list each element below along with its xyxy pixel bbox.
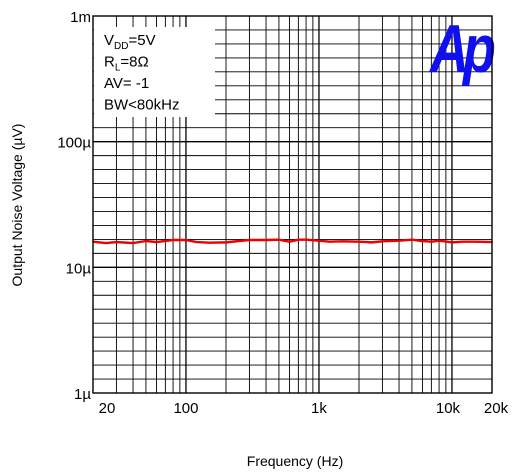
data-point (370, 241, 373, 244)
x-tick-label: 20k (484, 400, 509, 417)
data-point (381, 240, 384, 243)
data-point (451, 241, 453, 244)
data-point (225, 241, 227, 244)
major-gridlines (93, 16, 492, 393)
data-point (237, 240, 240, 242)
condition-line: AV= -1 (104, 75, 149, 92)
y-tick-labels: 1µ 10µ 100µ 1m (57, 9, 91, 403)
data-point (421, 240, 424, 242)
x-tick-label: 1k (311, 400, 327, 417)
data-point (297, 238, 300, 241)
data-point (411, 238, 413, 241)
data-point (104, 242, 107, 244)
x-tick-label: 10k (436, 400, 461, 417)
conditions-box (94, 27, 215, 117)
ap-logo-text: Ap (428, 11, 495, 86)
condition-line: RL=8Ω (104, 54, 149, 74)
data-point (132, 242, 134, 244)
x-tick-label: 20 (99, 400, 116, 417)
data-point (438, 239, 440, 242)
condition-line: BW<80kHz (104, 97, 179, 114)
data-point (341, 240, 344, 243)
x-tick-label: 100 (173, 400, 198, 417)
data-point (318, 239, 320, 242)
data-point (305, 238, 307, 241)
x-tick-labels: 20 100 1k 10k 20k (99, 400, 509, 417)
data-point (474, 240, 477, 243)
y-tick-label: 1µ (74, 386, 91, 403)
y-tick-label: 100µ (57, 135, 91, 152)
condition-line: VDD=5V (104, 32, 156, 52)
y-tick-label: 10µ (66, 260, 92, 277)
data-point (172, 239, 174, 241)
data-point (398, 239, 400, 242)
y-axis-title: Output Noise Voltage (µV) (9, 124, 25, 287)
data-series (92, 238, 493, 245)
y-tick-label: 1m (70, 9, 91, 26)
ap-logo: Ap (428, 11, 501, 86)
x-axis-title: Frequency (Hz) (247, 453, 343, 469)
data-point (208, 241, 211, 244)
data-point (185, 239, 187, 241)
data-point (461, 240, 464, 243)
data-point (115, 241, 118, 243)
data-point (248, 239, 251, 241)
data-point (328, 240, 331, 243)
data-point (278, 238, 280, 241)
plot-frame (92, 15, 493, 394)
data-point (155, 241, 158, 243)
data-point (265, 239, 267, 241)
data-point (195, 241, 198, 243)
data-point (358, 240, 360, 243)
data-point (145, 240, 147, 242)
data-point (288, 240, 291, 243)
data-point (430, 240, 433, 243)
